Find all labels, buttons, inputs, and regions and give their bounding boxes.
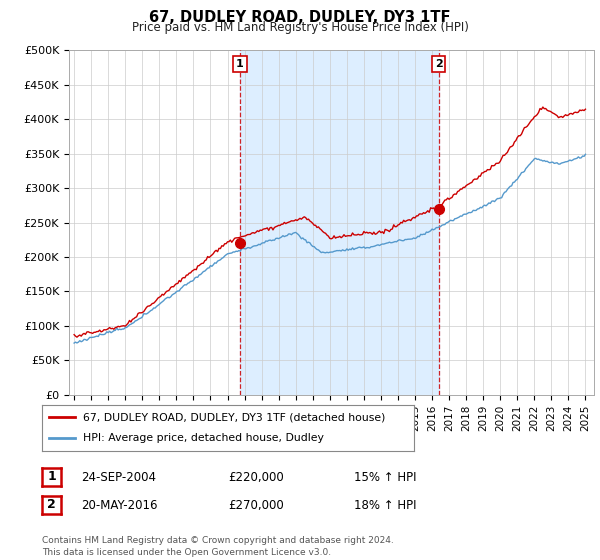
Text: 20-MAY-2016: 20-MAY-2016 bbox=[81, 498, 157, 512]
Bar bbox=[240, 50, 439, 395]
Text: £220,000: £220,000 bbox=[228, 470, 284, 484]
Text: 24-SEP-2004: 24-SEP-2004 bbox=[81, 470, 156, 484]
Text: 1: 1 bbox=[236, 59, 244, 69]
Text: Price paid vs. HM Land Registry's House Price Index (HPI): Price paid vs. HM Land Registry's House … bbox=[131, 21, 469, 34]
Text: 18% ↑ HPI: 18% ↑ HPI bbox=[354, 498, 416, 512]
Text: £270,000: £270,000 bbox=[228, 498, 284, 512]
Text: HPI: Average price, detached house, Dudley: HPI: Average price, detached house, Dudl… bbox=[83, 433, 324, 444]
Text: 1: 1 bbox=[47, 470, 56, 483]
Text: Contains HM Land Registry data © Crown copyright and database right 2024.
This d: Contains HM Land Registry data © Crown c… bbox=[42, 536, 394, 557]
Text: 15% ↑ HPI: 15% ↑ HPI bbox=[354, 470, 416, 484]
Text: 67, DUDLEY ROAD, DUDLEY, DY3 1TF (detached house): 67, DUDLEY ROAD, DUDLEY, DY3 1TF (detach… bbox=[83, 412, 385, 422]
Text: 2: 2 bbox=[47, 498, 56, 511]
Text: 67, DUDLEY ROAD, DUDLEY, DY3 1TF: 67, DUDLEY ROAD, DUDLEY, DY3 1TF bbox=[149, 10, 451, 25]
Text: 2: 2 bbox=[434, 59, 442, 69]
